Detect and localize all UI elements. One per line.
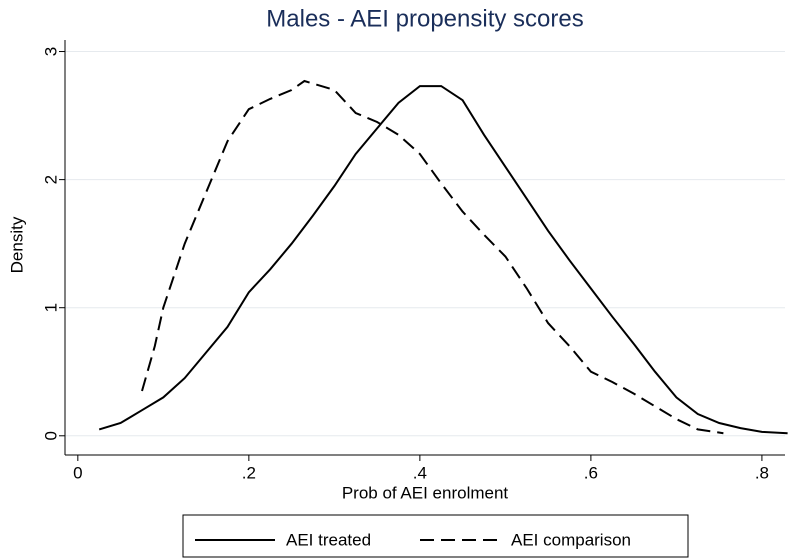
y-axis-label: Density [7,216,26,273]
series-line [98,85,788,435]
x-tick-label: 0 [73,463,82,482]
x-tick-label: .8 [755,463,769,482]
chart-title: Males - AEI propensity scores [266,5,583,32]
series-line [141,79,724,435]
x-tick-label: .6 [584,463,598,482]
y-tick-label: 1 [41,303,60,312]
y-tick-label: 0 [41,431,60,440]
legend-label: AEI comparison [511,530,631,549]
legend-box [182,514,689,558]
x-axis-label: Prob of AEI enrolment [342,483,509,502]
x-tick-label: .4 [413,463,427,482]
x-tick-label: .2 [242,463,256,482]
y-tick-label: 3 [41,47,60,56]
y-tick-label: 2 [41,175,60,184]
legend-label: AEI treated [286,530,371,549]
